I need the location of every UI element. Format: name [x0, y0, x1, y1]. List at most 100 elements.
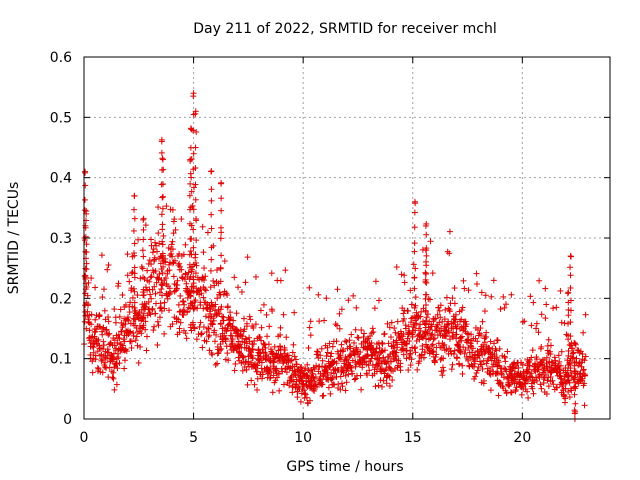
data-point	[176, 260, 183, 267]
data-point	[302, 365, 309, 372]
data-point	[412, 349, 419, 356]
data-point	[140, 322, 147, 329]
data-point	[497, 306, 504, 313]
data-point	[291, 309, 298, 316]
data-point	[122, 301, 129, 308]
data-point	[422, 269, 429, 276]
data-point	[143, 347, 150, 354]
data-point	[267, 365, 274, 372]
data-point	[161, 330, 168, 337]
data-point	[155, 230, 162, 237]
data-point	[386, 383, 393, 390]
data-point	[329, 343, 336, 350]
data-point	[154, 248, 161, 255]
data-point	[147, 311, 154, 318]
data-point	[216, 310, 223, 317]
data-point	[254, 386, 261, 393]
data-point	[543, 301, 550, 308]
data-point	[146, 310, 153, 317]
data-point	[148, 236, 155, 243]
data-point	[533, 320, 540, 327]
data-point	[142, 326, 149, 333]
data-point	[478, 289, 485, 296]
data-point	[217, 235, 224, 242]
data-point	[164, 295, 171, 302]
y-tick-label: 0.3	[50, 231, 72, 247]
data-point	[105, 331, 112, 338]
data-point	[152, 310, 159, 317]
data-point	[270, 359, 277, 366]
data-point	[138, 330, 145, 337]
data-point	[582, 311, 589, 318]
data-point	[357, 372, 364, 379]
data-point	[446, 228, 453, 235]
data-point	[306, 324, 313, 331]
data-point	[239, 333, 246, 340]
data-point	[151, 323, 158, 330]
data-point	[133, 333, 140, 340]
data-point	[111, 386, 118, 393]
data-point	[220, 317, 227, 324]
data-point	[172, 226, 179, 233]
data-point	[119, 292, 126, 299]
data-point	[449, 361, 456, 368]
data-point	[209, 320, 216, 327]
data-point	[187, 156, 194, 163]
data-point	[449, 295, 456, 302]
data-point	[96, 312, 103, 319]
data-points	[81, 90, 589, 422]
data-point	[154, 341, 161, 348]
data-point	[288, 357, 295, 364]
data-point	[244, 254, 251, 261]
data-point	[137, 343, 144, 350]
data-point	[97, 323, 104, 330]
data-point	[169, 246, 176, 253]
data-point	[209, 351, 216, 358]
data-point	[266, 375, 273, 382]
data-point	[124, 314, 131, 321]
data-point	[87, 340, 94, 347]
data-point	[379, 383, 386, 390]
data-point	[392, 329, 399, 336]
data-point	[145, 298, 152, 305]
data-point	[148, 261, 155, 268]
data-point	[245, 345, 252, 352]
data-point	[239, 367, 246, 374]
chart-title: Day 211 of 2022, SRMTID for receiver mch…	[193, 21, 497, 37]
data-point	[150, 327, 157, 334]
data-point	[488, 293, 495, 300]
data-point	[280, 381, 287, 388]
data-point	[320, 392, 327, 399]
data-point	[199, 223, 206, 230]
data-point	[211, 327, 218, 334]
data-point	[146, 278, 153, 285]
data-point	[414, 366, 421, 373]
data-point	[316, 318, 323, 325]
data-point	[159, 156, 166, 163]
data-point	[213, 331, 220, 338]
data-point	[142, 318, 149, 325]
data-point	[134, 342, 141, 349]
data-point	[260, 340, 267, 347]
data-point	[197, 319, 204, 326]
data-point	[529, 347, 536, 354]
data-point	[225, 357, 232, 364]
data-point	[327, 390, 334, 397]
data-point	[287, 357, 294, 364]
data-point	[131, 206, 138, 213]
data-point	[135, 236, 142, 243]
data-point	[178, 216, 185, 223]
data-point	[137, 275, 144, 282]
data-point	[170, 230, 177, 237]
data-point	[143, 333, 150, 340]
data-point	[161, 305, 168, 312]
data-point	[238, 332, 245, 339]
data-point	[131, 240, 138, 247]
data-point	[151, 283, 158, 290]
data-point	[190, 226, 197, 233]
data-point	[105, 261, 112, 268]
data-point	[439, 372, 446, 379]
data-point	[227, 309, 234, 316]
data-point	[410, 261, 417, 268]
data-point	[154, 318, 161, 325]
